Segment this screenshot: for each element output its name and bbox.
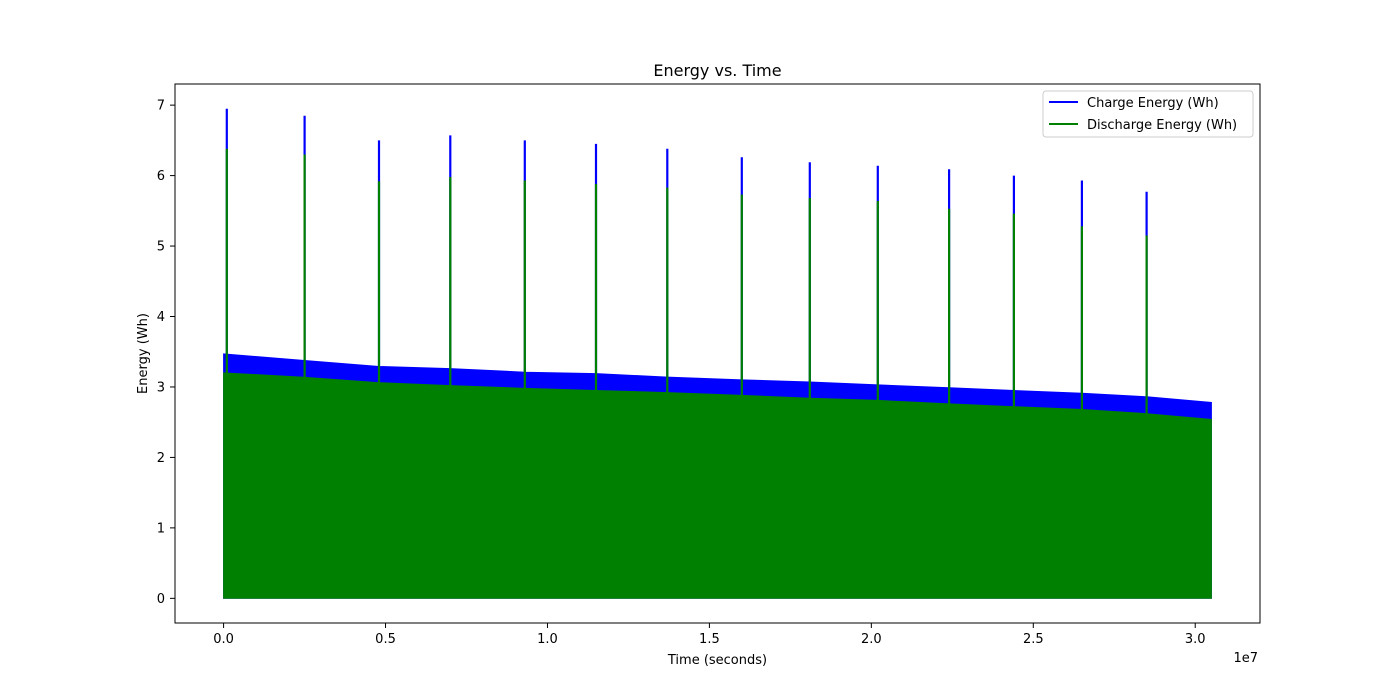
x-tick-label: 1.0 bbox=[537, 632, 558, 647]
legend-label-charge: Charge Energy (Wh) bbox=[1087, 96, 1219, 111]
y-tick-label: 1 bbox=[157, 521, 165, 536]
y-tick-label: 5 bbox=[157, 240, 165, 255]
y-tick-label: 2 bbox=[157, 451, 165, 466]
legend-box bbox=[1042, 90, 1254, 138]
legend: Charge Energy (Wh) Discharge Energy (Wh) bbox=[1042, 90, 1254, 138]
x-axis-label: Time (seconds) bbox=[667, 653, 767, 668]
x-tick-label: 1.5 bbox=[699, 632, 720, 647]
chart-title: Energy vs. Time bbox=[653, 61, 781, 80]
x-tick-label: 0.0 bbox=[213, 632, 234, 647]
x-axis-offset-label: 1e7 bbox=[1233, 651, 1258, 666]
y-tick-label: 4 bbox=[157, 310, 165, 325]
series-layer bbox=[223, 108, 1212, 599]
x-tick-label: 2.5 bbox=[1023, 632, 1044, 647]
y-tick-label: 7 bbox=[157, 99, 165, 114]
y-axis-ticks: 0 1 2 3 4 5 6 7 bbox=[157, 99, 175, 607]
y-tick-label: 3 bbox=[157, 380, 165, 395]
x-axis-ticks: 0.0 0.5 1.0 1.5 2.0 2.5 3.0 bbox=[213, 623, 1206, 647]
x-tick-label: 3.0 bbox=[1185, 632, 1206, 647]
plot-frame bbox=[174, 83, 1261, 624]
legend-label-discharge: Discharge Energy (Wh) bbox=[1087, 118, 1237, 133]
y-tick-label: 6 bbox=[157, 169, 165, 184]
x-tick-label: 2.0 bbox=[861, 632, 882, 647]
x-tick-label: 0.5 bbox=[375, 632, 396, 647]
y-axis-label: Energy (Wh) bbox=[136, 313, 151, 394]
discharge-energy-area bbox=[223, 372, 1212, 599]
y-tick-label: 0 bbox=[157, 592, 165, 607]
